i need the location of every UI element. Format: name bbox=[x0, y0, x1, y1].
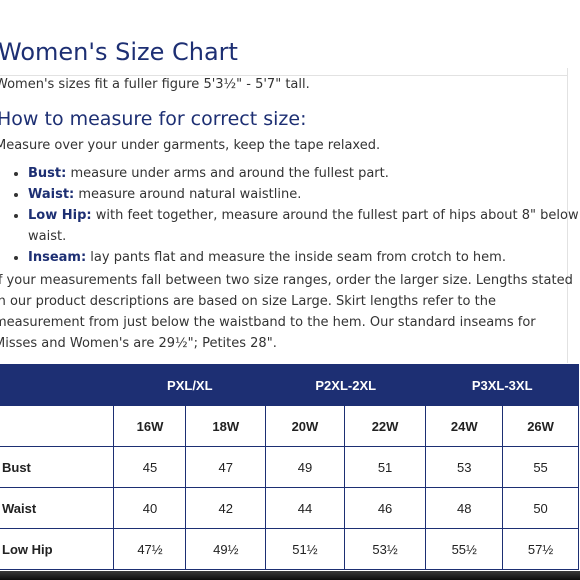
table-cell: 46 bbox=[343, 487, 427, 529]
empty-cell bbox=[0, 405, 115, 447]
table-cell: 47½ bbox=[113, 528, 187, 570]
size-cell: 26W bbox=[502, 405, 579, 447]
measurement-item-inseam: Inseam: lay pants flat and measure the i… bbox=[28, 247, 580, 268]
measurement-description: lay pants flat and measure the inside se… bbox=[86, 250, 506, 265]
size-group-header: P3XL-3XL bbox=[425, 364, 579, 406]
measurement-description: measure under arms and around the fulles… bbox=[66, 166, 389, 181]
row-label: Bust bbox=[0, 446, 115, 488]
bottom-shadow-bar bbox=[0, 571, 580, 580]
content-border bbox=[567, 68, 568, 363]
table-cell: 49 bbox=[265, 446, 345, 488]
page-title: Women's Size Chart bbox=[0, 38, 238, 66]
table-cell: 48 bbox=[425, 487, 504, 529]
title-divider bbox=[0, 75, 568, 76]
size-cell: 16W bbox=[113, 405, 187, 447]
table-row: Waist 40 42 44 46 48 50 bbox=[0, 487, 579, 529]
measurement-list: Bust: measure under arms and around the … bbox=[13, 163, 580, 268]
table-cell: 55 bbox=[502, 446, 579, 488]
measurement-description: measure around natural waistline. bbox=[74, 187, 302, 202]
row-label: Low Hip bbox=[0, 528, 115, 570]
size-group-header: P2XL-2XL bbox=[265, 364, 427, 406]
measurement-item-waist: Waist: measure around natural waistline. bbox=[28, 184, 580, 205]
size-group-header-row: PXL/XL P2XL-2XL P3XL-3XL bbox=[0, 364, 579, 406]
measurement-term: Low Hip: bbox=[28, 208, 92, 223]
measurement-item-bust: Bust: measure under arms and around the … bbox=[28, 163, 580, 184]
row-label: Waist bbox=[0, 487, 115, 529]
table-cell: 53 bbox=[425, 446, 504, 488]
corner-cell bbox=[0, 364, 115, 406]
table-row: Bust 45 47 49 51 53 55 bbox=[0, 446, 579, 488]
table-cell: 45 bbox=[113, 446, 187, 488]
table-cell: 42 bbox=[185, 487, 267, 529]
table-cell: 44 bbox=[265, 487, 345, 529]
table-cell: 50 bbox=[502, 487, 579, 529]
measurement-item-low-hip: Low Hip: with feet together, measure aro… bbox=[28, 205, 580, 247]
size-row: 16W 18W 20W 22W 24W 26W bbox=[0, 405, 579, 447]
table-cell: 53½ bbox=[343, 528, 427, 570]
table-cell: 47 bbox=[185, 446, 267, 488]
measurement-term: Bust: bbox=[28, 166, 67, 181]
fit-description: Women's sizes fit a fuller figure 5'3½" … bbox=[0, 77, 310, 92]
size-cell: 24W bbox=[425, 405, 504, 447]
measurement-term: Inseam: bbox=[28, 250, 87, 265]
size-cell: 18W bbox=[185, 405, 267, 447]
measurement-term: Waist: bbox=[28, 187, 75, 202]
size-cell: 20W bbox=[265, 405, 345, 447]
sizing-note: If your measurements fall between two si… bbox=[0, 273, 573, 351]
how-to-measure-heading: How to measure for correct size: bbox=[0, 108, 307, 130]
table-cell: 40 bbox=[113, 487, 187, 529]
table-cell: 57½ bbox=[502, 528, 579, 570]
how-to-measure-intro: Measure over your under garments, keep t… bbox=[0, 138, 381, 153]
measurement-description: with feet together, measure around the f… bbox=[28, 208, 579, 244]
table-cell: 49½ bbox=[185, 528, 267, 570]
table-row: Low Hip 47½ 49½ 51½ 53½ 55½ 57½ bbox=[0, 528, 579, 570]
size-chart-table: PXL/XL P2XL-2XL P3XL-3XL 16W 18W 20W 22W… bbox=[0, 364, 579, 570]
table-cell: 51½ bbox=[265, 528, 345, 570]
size-cell: 22W bbox=[343, 405, 427, 447]
size-group-header: PXL/XL bbox=[113, 364, 267, 406]
table-cell: 51 bbox=[343, 446, 427, 488]
table-cell: 55½ bbox=[425, 528, 504, 570]
